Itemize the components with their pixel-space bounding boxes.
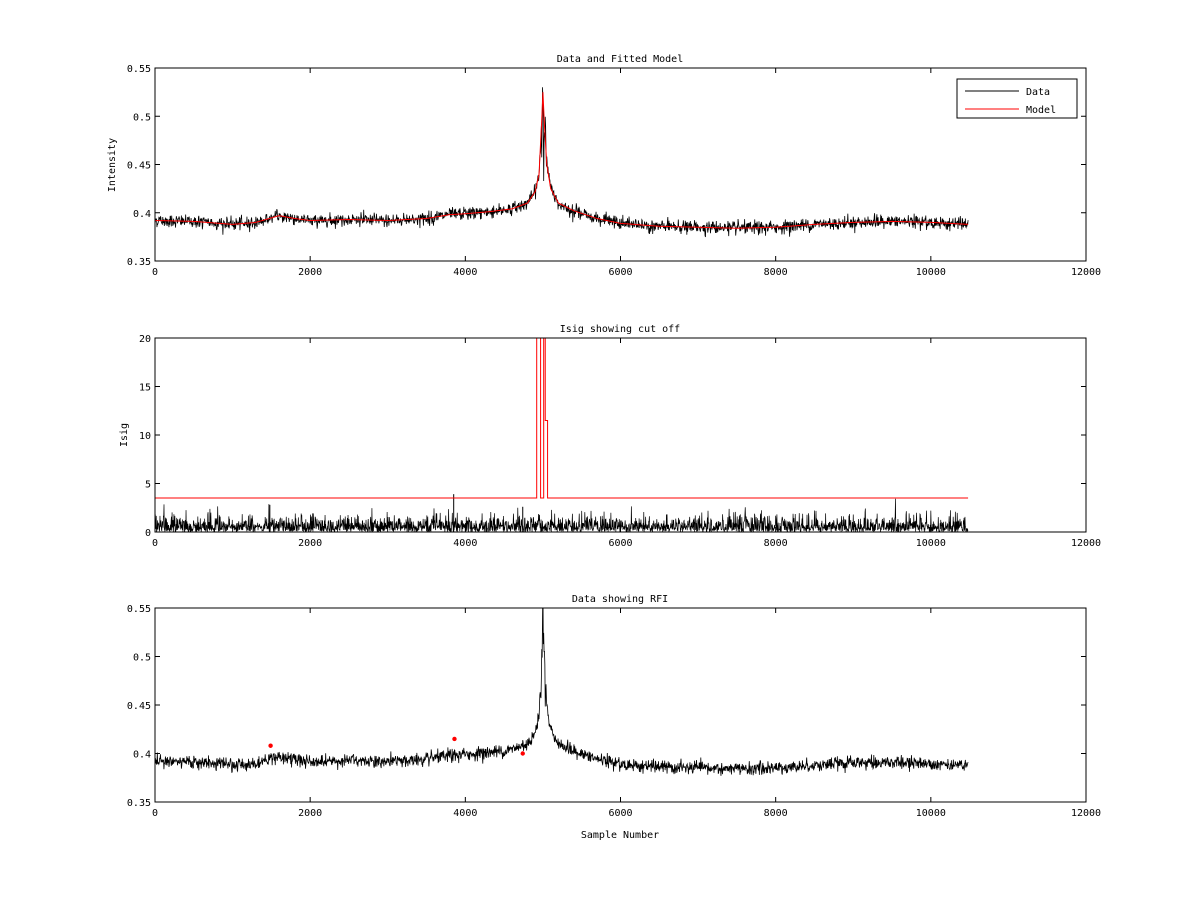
x-tick-label: 2000 — [298, 538, 322, 549]
x-axis-label: Sample Number — [581, 830, 659, 841]
y-tick-label: 5 — [145, 480, 151, 491]
panel-data-and-fitted-model: Data and Fitted Model Intensity 0 2000 400… — [107, 54, 1101, 278]
x-tick-label: 2000 — [298, 808, 322, 819]
x-tick-label: 6000 — [608, 538, 632, 549]
y-tick-label: 0.45 — [127, 161, 151, 172]
legend: Data Model — [956, 78, 1078, 119]
y-tick-label: 0.55 — [127, 64, 151, 75]
panel-title: Data showing RFI — [572, 594, 668, 605]
series-line-series-0 — [155, 608, 969, 776]
x-tick-label: 12000 — [1071, 267, 1101, 278]
series-line-data — [155, 87, 969, 238]
x-tick-label: 8000 — [764, 538, 788, 549]
y-tick-label: 0.4 — [133, 209, 151, 220]
plot-area: 0 2000 4000 6000 8000 10000 12000 0.35 0.4 0.45 0.… — [127, 604, 1101, 819]
x-tick-label: 4000 — [453, 808, 477, 819]
plot-area: 0 2000 4000 6000 8000 10000 12000 0 5 10 15 20 — [139, 334, 1101, 549]
plot-area: 0 2000 4000 6000 8000 10000 12000 0.35 0.4 0.45 0.… — [127, 64, 1101, 278]
x-tick-label: 2000 — [298, 267, 322, 278]
x-tick-label: 10000 — [916, 538, 946, 549]
y-tick-label: 0.35 — [127, 257, 151, 268]
x-tick-label: 12000 — [1071, 808, 1101, 819]
y-tick-label: 0.45 — [127, 701, 151, 712]
x-tick-label: 4000 — [453, 538, 477, 549]
series-layer — [155, 338, 969, 532]
x-tick-label: 0 — [152, 267, 158, 278]
x-tick-label: 12000 — [1071, 538, 1101, 549]
x-tick-label: 0 — [152, 808, 158, 819]
x-tick-label: 10000 — [916, 267, 946, 278]
panel-isig-cut-off: Isig showing cut off Isig 0 2000 4000 6000 8… — [119, 324, 1101, 549]
isig-series-line — [155, 498, 969, 532]
x-tick-label: 0 — [152, 538, 158, 549]
panel-title: Isig showing cut off — [560, 324, 680, 335]
y-tick-label: 10 — [139, 431, 151, 442]
x-tick-label: 8000 — [764, 808, 788, 819]
legend-box — [956, 78, 1078, 119]
y-tick-label: 20 — [139, 334, 151, 345]
rfi-marker — [268, 743, 273, 748]
y-tick-label: 0.55 — [127, 604, 151, 615]
panel-data-showing-rfi: Data showing RFI Sample Number 0 2000 4000… — [127, 594, 1101, 841]
y-tick-label: 0.5 — [133, 653, 151, 664]
series-line-model — [155, 92, 969, 229]
rfi-marker — [452, 736, 457, 742]
x-tick-label: 4000 — [453, 267, 477, 278]
x-tick-label: 6000 — [608, 267, 632, 278]
series-layer — [155, 87, 969, 238]
y-tick-label: 0.4 — [133, 750, 151, 761]
y-axis-label: Intensity — [107, 138, 118, 192]
y-tick-label: 0.5 — [133, 112, 151, 123]
x-tick-label: 8000 — [764, 267, 788, 278]
x-tick-label: 6000 — [608, 808, 632, 819]
x-tick-label: 10000 — [916, 808, 946, 819]
legend-label-data: Data — [1026, 87, 1050, 98]
y-tick-label: 0 — [145, 528, 151, 539]
y-tick-label: 0.35 — [127, 798, 151, 809]
legend-label-model: Model — [1026, 105, 1056, 116]
cutoff-line — [155, 338, 969, 499]
series-layer — [155, 608, 969, 776]
panel-title: Data and Fitted Model — [557, 54, 683, 65]
rfi-marker — [520, 751, 525, 756]
y-tick-label: 15 — [139, 383, 151, 394]
y-axis-label: Isig — [119, 423, 130, 447]
